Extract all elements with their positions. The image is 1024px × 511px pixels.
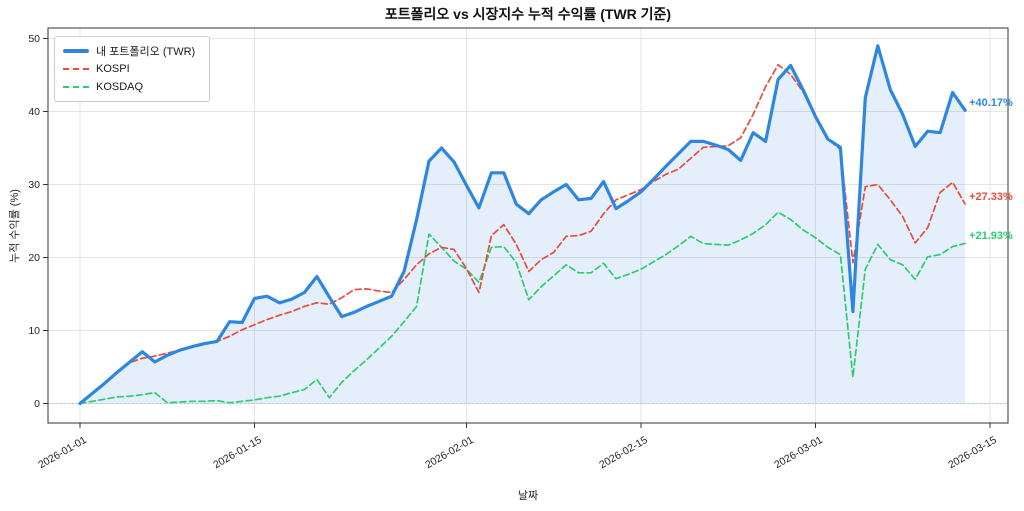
chart-title: 포트폴리오 vs 시장지수 누적 수익률 (TWR 기준) [384,6,672,22]
kosdaq-line-swatch [63,86,89,88]
portfolio-line [78,44,967,406]
final-return-label-kospi: +27.33% [969,190,1013,203]
x-axis-label: 날짜 [517,490,539,502]
y-tick-label: 40 [28,105,40,118]
portfolio-line-swatch [63,49,89,53]
y-tick-label: 10 [28,324,40,337]
y-tick-label: 50 [28,32,40,45]
y-tick-label: 30 [28,178,40,191]
y-tick-label: 20 [28,251,40,264]
legend-label-kospi: KOSPI [96,63,130,75]
legend-item-portfolio: 내 포트폴리오 (TWR) [63,42,201,60]
portfolio-fill-area [80,45,966,404]
y-tick-label: 0 [34,397,40,410]
legend-item-kospi: KOSPI [63,60,201,78]
kospi-line-swatch [63,68,89,70]
legend-label-kosdaq: KOSDAQ [96,81,144,93]
legend-label-portfolio: 내 포트폴리오 (TWR) [96,46,196,58]
final-return-label-kosdaq: +21.93% [969,230,1013,243]
legend-item-kosdaq: KOSDAQ [63,78,201,96]
kosdaq-line [79,211,966,405]
plot-border [47,27,1009,424]
legend: 내 포트폴리오 (TWR) KOSPI KOSDAQ [54,36,210,102]
final-return-label-portfolio: +40.17% [969,97,1013,110]
